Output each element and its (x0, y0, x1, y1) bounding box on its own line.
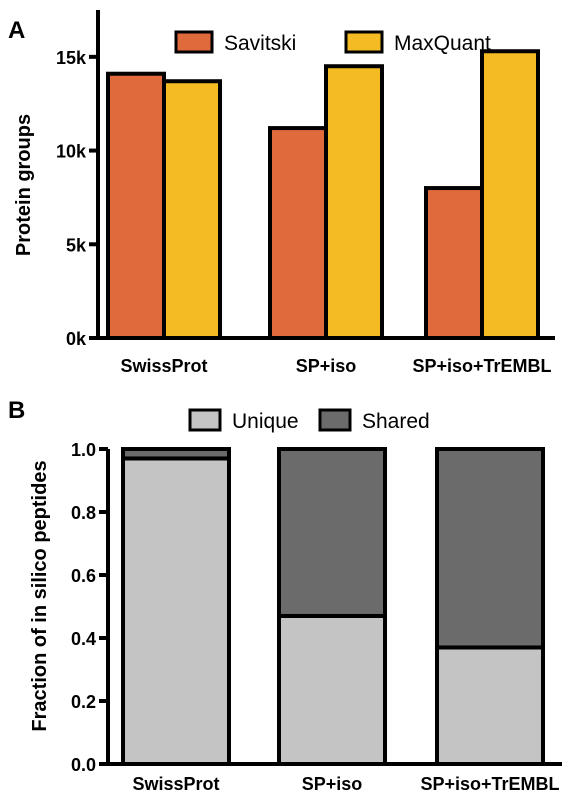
y-tick-label-10k: 10k (56, 142, 87, 162)
bar-unique-swissprot (121, 456, 231, 766)
panel-a-chart: A Savitski MaxQuant SwissProt SP+iso SP+iso… (8, 10, 555, 376)
y-tick-label-0-4: 0.4 (71, 629, 96, 649)
panel-a-axes: SwissProt SP+iso SP+iso+TrEMBL 0k 5k 10k 15k (56, 10, 555, 376)
bar-savitski-swissprot (106, 71, 166, 341)
y-tick-label-1-0: 1.0 (71, 440, 96, 460)
panel-b-axes: SwissProt SP+iso SP+iso+TrEMBL 0.0 0.2 0.4 0.6… (71, 440, 562, 794)
x-tick-label-sp-iso: SP+iso (296, 356, 357, 376)
legend-swatch-unique (188, 408, 222, 432)
x-tick-label-swissprot: SwissProt (132, 774, 219, 794)
bar-shared-swissprot (121, 447, 231, 461)
bar-maxquant-sp-iso-trembl (480, 49, 540, 341)
legend-swatch-maxquant (344, 30, 384, 54)
panel-b-legend: Unique Shared (188, 408, 430, 433)
bar-shared-sp-iso (277, 447, 387, 618)
x-tick-label-sp-iso-trembl: SP+iso+TrEMBL (420, 774, 559, 794)
legend-label-unique: Unique (232, 410, 299, 433)
panel-b-chart: B Unique Shared SwissProt SP+iso SP+iso+TrE… (8, 397, 562, 794)
x-tick-label-sp-iso: SP+iso (302, 774, 363, 794)
y-tick-label-0-8: 0.8 (71, 503, 96, 523)
panel-a-letter: A (8, 17, 25, 44)
bar-shared-sp-iso-trembl (435, 447, 545, 650)
legend-label-maxquant: MaxQuant (394, 32, 491, 55)
panel-a-legend: Savitski MaxQuant (174, 30, 491, 55)
y-tick-label-0-6: 0.6 (71, 566, 96, 586)
panel-b-y-axis-title: Fraction of in silico peptides (29, 460, 51, 731)
bar-savitski-sp-iso-trembl (424, 186, 484, 340)
y-tick-label-5k: 5k (66, 235, 87, 255)
x-tick-label-sp-iso-trembl: SP+iso+TrEMBL (412, 356, 551, 376)
bar-maxquant-sp-iso (324, 64, 384, 340)
panel-a-y-axis-title: Protein groups (13, 114, 35, 256)
panel-b-bars (121, 447, 545, 767)
panel-b-letter: B (8, 397, 25, 424)
legend-label-shared: Shared (362, 410, 430, 433)
y-tick-label-0k: 0k (66, 329, 87, 349)
x-tick-label-swissprot: SwissProt (120, 356, 207, 376)
legend-label-savitski: Savitski (224, 32, 296, 55)
y-tick-label-15k: 15k (56, 48, 87, 68)
panel-a-bars (106, 49, 540, 341)
legend-swatch-savitski (174, 30, 214, 54)
bar-savitski-sp-iso (268, 126, 328, 340)
y-tick-label-0-2: 0.2 (71, 692, 96, 712)
bar-unique-sp-iso-trembl (435, 645, 545, 767)
legend-swatch-shared (318, 408, 352, 432)
bar-unique-sp-iso (277, 613, 387, 767)
bar-maxquant-swissprot (162, 79, 222, 340)
y-tick-label-0-0: 0.0 (71, 755, 96, 775)
